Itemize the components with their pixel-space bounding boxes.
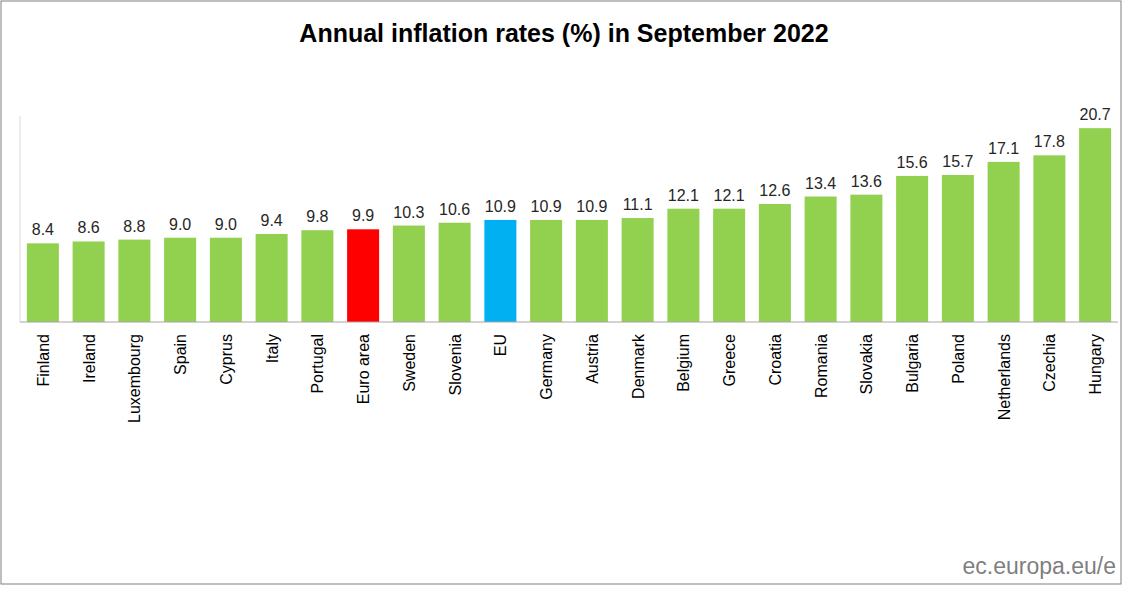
category-label: Ireland	[81, 334, 98, 383]
bar	[988, 162, 1020, 322]
category-label: Euro area	[355, 334, 372, 404]
data-label: 10.3	[393, 204, 424, 221]
category-label: Austria	[584, 334, 601, 384]
bar	[850, 195, 882, 322]
data-label: 10.9	[576, 198, 607, 215]
source: ec.europa.eu/e	[963, 553, 1116, 579]
category-label: Denmark	[630, 333, 647, 399]
bar	[73, 241, 105, 322]
bar	[1079, 128, 1111, 322]
bar	[713, 209, 745, 322]
data-label: 8.8	[123, 218, 145, 235]
data-label: 17.1	[988, 140, 1019, 157]
bars	[27, 128, 1111, 322]
data-label: 12.6	[759, 182, 790, 199]
category-label: Germany	[538, 334, 555, 400]
data-label: 10.9	[531, 198, 562, 215]
data-label: 10.6	[439, 201, 470, 218]
data-label: 9.4	[261, 212, 283, 229]
category-label: Czechia	[1041, 334, 1058, 392]
bar	[210, 238, 242, 322]
data-label: 10.9	[485, 198, 516, 215]
category-label: Luxembourg	[126, 334, 143, 423]
category-label: Romania	[813, 334, 830, 398]
bar	[164, 238, 196, 322]
bar	[667, 209, 699, 322]
data-label: 11.1	[623, 196, 653, 213]
x-axis	[20, 322, 1118, 323]
bar	[942, 175, 974, 322]
category-label: Italy	[264, 334, 281, 363]
category-label: Sweden	[401, 334, 418, 392]
category-label: Poland	[950, 334, 967, 384]
category-label: Belgium	[675, 334, 692, 392]
bar	[805, 197, 837, 322]
bar	[759, 204, 791, 322]
frame	[1, 1, 1121, 584]
data-label: 12.1	[714, 187, 745, 204]
bar	[256, 234, 288, 322]
bar	[393, 226, 425, 322]
bar	[530, 220, 562, 322]
category-label: Slovakia	[858, 334, 875, 395]
data-label: 9.0	[215, 216, 237, 233]
category-label: Croatia	[767, 334, 784, 386]
title: Annual inflation rates (%) in September …	[299, 19, 828, 47]
bar	[301, 230, 333, 322]
data-label: 8.6	[78, 219, 100, 236]
data-label: 12.1	[668, 187, 699, 204]
data-label: 13.4	[805, 175, 836, 192]
bar	[896, 176, 928, 322]
bar	[484, 220, 516, 322]
category-label: Slovenia	[447, 334, 464, 395]
category-label: Hungary	[1087, 334, 1104, 394]
data-label: 20.7	[1080, 106, 1111, 123]
bar	[576, 220, 608, 322]
data-label: 15.7	[942, 153, 973, 170]
category-label: Portugal	[309, 334, 326, 394]
category-label: Greece	[721, 334, 738, 387]
category-label: Netherlands	[996, 334, 1013, 420]
bar	[347, 229, 379, 322]
category-label: Cyprus	[218, 334, 235, 385]
y-axis	[20, 116, 21, 322]
bar	[1033, 155, 1065, 322]
data-label: 9.9	[352, 207, 374, 224]
bar	[622, 218, 654, 322]
chart: Annual inflation rates (%) in September …	[0, 0, 1128, 591]
data-label: 8.4	[32, 221, 54, 238]
data-label: 9.0	[169, 216, 191, 233]
category-label: Finland	[35, 334, 52, 386]
data-label: 17.8	[1034, 133, 1065, 150]
bar	[439, 223, 471, 322]
category-label: Bulgaria	[904, 334, 921, 393]
bar	[118, 240, 150, 322]
category-label: EU	[492, 334, 509, 356]
data-label: 9.8	[306, 208, 328, 225]
data-label: 15.6	[897, 154, 928, 171]
bar	[27, 243, 59, 322]
category-label: Spain	[172, 334, 189, 375]
data-label: 13.6	[851, 173, 882, 190]
